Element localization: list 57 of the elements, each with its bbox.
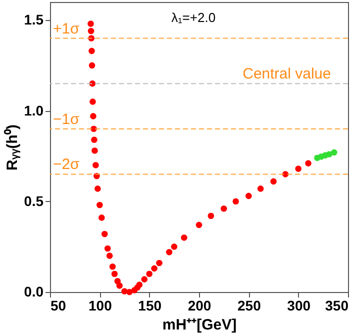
point (109, 263, 116, 270)
point (104, 245, 111, 252)
point (232, 198, 239, 205)
point (88, 48, 95, 54)
point (156, 260, 162, 266)
y-tick-label: 1.5 (24, 12, 44, 28)
ref-line-label: +1σ (53, 20, 80, 38)
point (295, 166, 302, 172)
point (90, 98, 96, 105)
x-axis-title: mH⁺⁺[GeV] (162, 316, 237, 334)
point (257, 186, 264, 192)
point (136, 282, 143, 288)
point (90, 113, 96, 120)
x-tick-label: 200 (188, 298, 212, 314)
point (92, 162, 99, 168)
point (94, 186, 101, 192)
x-tick-label: 150 (138, 298, 162, 314)
point (88, 62, 96, 69)
point (96, 202, 103, 208)
point (141, 276, 148, 282)
point (171, 244, 178, 250)
point (92, 147, 98, 154)
point (121, 288, 128, 294)
point (106, 252, 113, 259)
point (146, 270, 152, 278)
x-tick-label: 100 (88, 298, 112, 314)
point (126, 288, 133, 296)
x-tick-label: 250 (237, 298, 262, 314)
ref-line-label: −1σ (53, 110, 80, 128)
x-tick-label: 350 (325, 298, 349, 314)
point (305, 160, 312, 166)
y-axis-title: Rᵧᵧ(h⁰) (3, 124, 22, 170)
x-tick-label: 300 (287, 298, 311, 314)
point (98, 214, 105, 221)
point (111, 270, 118, 278)
point (116, 282, 123, 289)
point (196, 222, 202, 228)
y-tick-label: 1.0 (24, 102, 44, 118)
point (246, 192, 252, 200)
ref-line-label: −2σ (53, 156, 80, 174)
point (166, 248, 172, 256)
point (180, 234, 188, 241)
x-tick-label: 50 (50, 298, 66, 314)
annotation: λ₁=+2.0 (171, 10, 216, 25)
point (88, 28, 94, 34)
y-tick-label: 0.5 (24, 192, 44, 209)
point (101, 230, 108, 238)
point (330, 149, 338, 156)
point (326, 151, 332, 158)
point (88, 20, 94, 27)
point (220, 205, 227, 212)
ref-line-label: Central value (242, 66, 331, 83)
point (208, 212, 214, 220)
point (91, 136, 98, 143)
point (151, 265, 158, 272)
y-tick-label: 0.0 (24, 284, 44, 300)
point (270, 178, 277, 185)
